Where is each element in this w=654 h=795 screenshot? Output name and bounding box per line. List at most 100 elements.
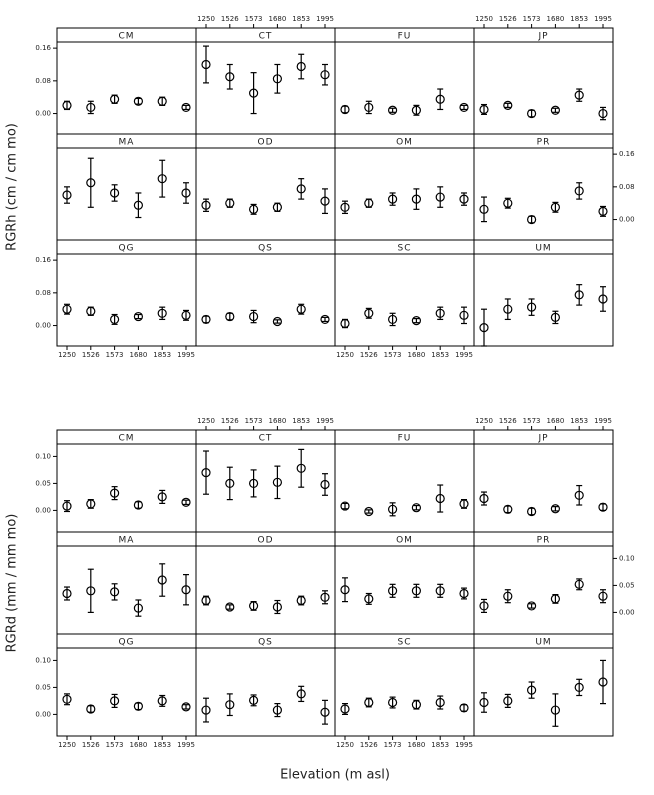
point bbox=[157, 174, 167, 184]
point bbox=[225, 700, 235, 710]
error-bar bbox=[461, 704, 467, 712]
error-bar bbox=[298, 178, 305, 200]
x-tick-label: 1250 bbox=[58, 351, 76, 359]
x-tick-label: 1250 bbox=[336, 741, 354, 749]
strip-label: OM bbox=[396, 536, 413, 546]
x-tick-label: 1526 bbox=[82, 741, 100, 749]
point bbox=[62, 304, 72, 314]
error-bar bbox=[342, 105, 348, 114]
x-tick-label: 1573 bbox=[384, 741, 402, 749]
point bbox=[157, 96, 167, 106]
point bbox=[109, 188, 120, 198]
x-axis-label: Elevation (m asl) bbox=[280, 768, 390, 783]
point bbox=[157, 308, 167, 318]
error-bar bbox=[481, 103, 487, 115]
y-tick-label: 0.05 bbox=[35, 683, 51, 691]
x-tick-label: 1680 bbox=[407, 741, 425, 749]
error-bar bbox=[183, 309, 189, 321]
x-tick-label: 1680 bbox=[546, 15, 564, 23]
y-tick-label: 0.00 bbox=[35, 506, 51, 514]
error-bar bbox=[322, 63, 328, 86]
point bbox=[364, 102, 374, 113]
error-bar bbox=[250, 203, 257, 215]
panel-frame bbox=[195, 133, 336, 241]
point bbox=[86, 306, 96, 316]
x-tick-label: 1526 bbox=[360, 351, 378, 359]
point bbox=[364, 198, 374, 208]
y-axis-label: RGRh (cm / cm mo) bbox=[5, 123, 20, 251]
x-tick-label: 1573 bbox=[245, 417, 263, 425]
point bbox=[157, 492, 167, 502]
point bbox=[479, 323, 489, 333]
point bbox=[459, 310, 469, 320]
strip-label: CM bbox=[118, 32, 134, 42]
x-tick-label: 1526 bbox=[499, 417, 517, 425]
error-bar bbox=[226, 604, 233, 610]
strip-label: JP bbox=[537, 434, 548, 444]
error-bar bbox=[298, 53, 305, 80]
y-tick-label: 0.08 bbox=[35, 289, 51, 297]
error-bar bbox=[111, 583, 118, 601]
x-tick-label: 1680 bbox=[546, 417, 564, 425]
error-bar bbox=[87, 157, 94, 208]
point bbox=[598, 502, 608, 512]
error-bar bbox=[203, 315, 209, 324]
point bbox=[86, 499, 96, 509]
x-tick-label: 1250 bbox=[58, 741, 76, 749]
error-bar bbox=[413, 318, 420, 324]
point bbox=[364, 697, 374, 708]
panel-frame bbox=[334, 429, 475, 533]
point bbox=[157, 575, 167, 585]
point bbox=[340, 585, 350, 595]
point bbox=[526, 685, 537, 695]
x-tick-label: 1573 bbox=[523, 15, 541, 23]
point bbox=[503, 696, 513, 706]
error-bar bbox=[413, 188, 420, 210]
point bbox=[62, 190, 72, 200]
point bbox=[526, 302, 537, 312]
error-bar bbox=[135, 702, 142, 711]
point bbox=[133, 603, 143, 613]
error-bar bbox=[203, 450, 209, 495]
error-bar bbox=[504, 505, 511, 514]
point bbox=[272, 477, 282, 487]
point bbox=[388, 194, 398, 204]
panel-frame bbox=[195, 531, 336, 635]
error-bar bbox=[250, 469, 257, 498]
point bbox=[598, 591, 608, 601]
error-bar bbox=[226, 63, 233, 90]
point bbox=[411, 316, 421, 326]
point bbox=[435, 697, 445, 708]
strip bbox=[473, 133, 614, 149]
point bbox=[388, 504, 398, 514]
y-tick-label: 0.08 bbox=[35, 77, 51, 85]
strip-label: MA bbox=[119, 536, 135, 546]
error-bar bbox=[298, 685, 305, 703]
point bbox=[296, 184, 306, 194]
point bbox=[550, 504, 561, 514]
y-tick-label: 0.10 bbox=[619, 554, 635, 562]
error-bar bbox=[437, 186, 444, 208]
panel-frame bbox=[56, 27, 197, 135]
point bbox=[388, 697, 398, 708]
point bbox=[598, 294, 608, 304]
point bbox=[550, 312, 561, 322]
panel-frame bbox=[334, 239, 475, 347]
error-bar bbox=[298, 303, 305, 315]
point bbox=[479, 601, 489, 611]
panel-frame bbox=[473, 27, 614, 135]
point bbox=[201, 468, 211, 478]
panel-frame bbox=[195, 239, 336, 347]
point bbox=[388, 314, 398, 325]
point bbox=[574, 579, 584, 589]
strip-label: QS bbox=[258, 244, 273, 254]
y-tick-label: 0.05 bbox=[619, 581, 635, 589]
error-bar bbox=[600, 659, 606, 705]
strip-label: CM bbox=[118, 434, 134, 444]
error-bar bbox=[365, 509, 372, 514]
x-tick-label: 1853 bbox=[292, 417, 310, 425]
x-tick-label: 1526 bbox=[82, 351, 100, 359]
point bbox=[201, 595, 211, 606]
x-tick-label: 1250 bbox=[475, 15, 493, 23]
error-bar bbox=[342, 502, 348, 510]
